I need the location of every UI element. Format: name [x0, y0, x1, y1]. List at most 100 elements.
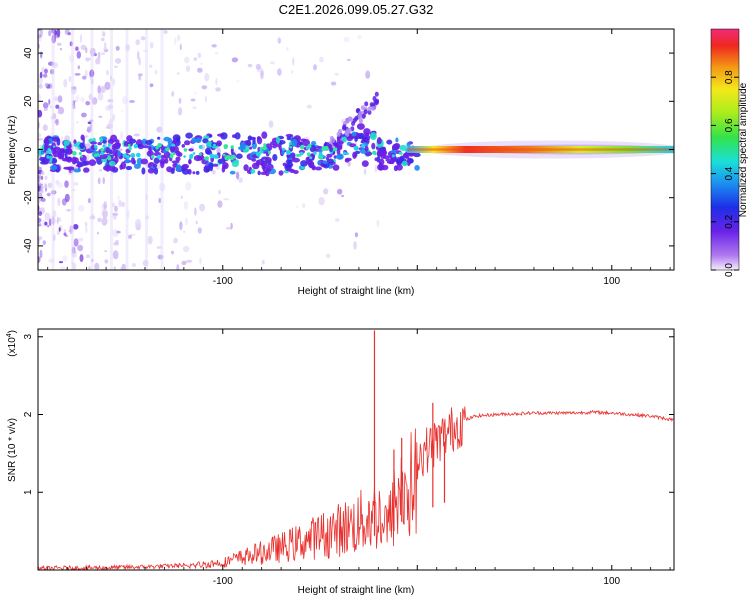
spectrogram-ridge-blob — [386, 139, 393, 145]
spectrogram-panel: -100 100 -40 -20 0 20 40 Height of straight li… — [7, 28, 675, 297]
spectrogram-noise-blob — [199, 203, 206, 212]
spectrogram-ridge-blob — [175, 164, 179, 172]
spectrogram-noise-blob — [41, 183, 44, 193]
spectrogram-noise-blob — [107, 104, 114, 109]
spectrogram-ridge-blob — [56, 137, 61, 146]
spectrogram-ridge-highlight — [46, 155, 50, 159]
spectrogram-ridge-highlight — [100, 147, 105, 152]
spectrogram-noise-blob — [337, 188, 343, 195]
spectrogram-ridge-blob — [142, 145, 150, 149]
spectrogram-noise-blob — [85, 254, 91, 259]
spectrogram-ridge-blob — [361, 160, 369, 168]
spectrogram-noise-blob — [40, 197, 46, 202]
spectrogram-noise-blob — [121, 263, 126, 270]
spectrogram-noise-blob — [104, 81, 111, 91]
spectrogram-noise-blob — [58, 227, 61, 232]
spectrogram-ridge-highlight — [212, 143, 216, 147]
spectrogram-noise-blob — [100, 52, 106, 55]
spectrogram-noise-blob — [59, 48, 62, 51]
chart-title: C2E1.2026.099.05.27.G32 — [279, 2, 434, 17]
snr-frame — [37, 328, 675, 571]
spectrogram-noise-blob — [157, 254, 164, 260]
spectrogram-ridge-highlight — [296, 153, 300, 158]
spectrogram-ytick-label: -20 — [23, 190, 34, 205]
spectrogram-ridge-highlight — [157, 154, 162, 159]
spectrogram-noise-blob — [138, 74, 142, 81]
spectrogram-noise-blob — [56, 216, 59, 225]
spectrogram-ridge-core — [407, 148, 674, 151]
spectrogram-ridge-blob — [90, 144, 96, 150]
spectrogram-ridge-blob — [400, 155, 405, 160]
spectrogram-noise-blob — [179, 43, 182, 51]
spectrogram-ridge-blob — [230, 147, 234, 155]
spectrogram-ridge-blob — [169, 145, 176, 152]
spectrogram-noise-blob — [145, 215, 150, 220]
spectrogram-ridge-highlight — [324, 146, 329, 151]
spectrogram-noise-blob — [62, 255, 68, 262]
spectrogram-ridge-blob — [195, 137, 202, 144]
spectrogram-noise-blob — [186, 259, 193, 263]
spectrogram-noise-blob — [174, 37, 177, 46]
spectrogram-ridge-blob — [163, 136, 171, 142]
spectrogram-noise-blob — [112, 229, 119, 238]
spectrogram-noise-blob — [44, 82, 49, 88]
spectrogram-noise-blob — [97, 85, 101, 94]
spectrogram-noise-blob — [97, 51, 101, 60]
spectrogram-ridge-blob — [80, 134, 85, 141]
spectrogram-noise-blob — [82, 75, 87, 80]
spectrogram-ridge-blob — [126, 135, 133, 142]
spectrogram-ridge-highlight — [229, 156, 235, 161]
spectrogram-ridge-blob — [148, 146, 152, 154]
spectrogram-ridge-blob — [260, 160, 268, 168]
spectrogram-branch-blob — [344, 130, 349, 136]
spectrogram-ridge-blob — [196, 155, 205, 160]
spectrogram-noise-blob — [295, 205, 299, 209]
spectrogram-noise-blob — [193, 57, 197, 61]
spectrogram-noise-blob — [145, 194, 148, 201]
colorbar-ticks: 0.0 0.2 0.4 0.6 0.8 — [711, 70, 739, 277]
spectrogram-ridge-blob — [202, 138, 209, 144]
spectrogram-ridge-highlight — [76, 144, 80, 148]
spectrogram-noise-blob — [89, 47, 96, 57]
spectrogram-noise-blob — [38, 83, 43, 89]
spectrogram-ridge-highlight — [222, 153, 226, 157]
spectrogram-ridge-blob — [256, 136, 263, 145]
spectrogram-noise-blob — [76, 51, 82, 59]
spectrogram-noise-blob — [260, 70, 264, 80]
spectrogram-ridge-blob — [97, 142, 102, 146]
spectrogram-branch-blob — [360, 105, 365, 111]
spectrogram-branch-blob — [371, 105, 376, 111]
spectrogram-ridge-blob — [153, 167, 159, 175]
spectrogram-noise-blob — [63, 78, 68, 88]
spectrogram-ridge-highlight — [73, 143, 77, 147]
spectrogram-ridge-blob — [180, 165, 189, 169]
snr-xtick-label: -100 — [213, 576, 233, 587]
spectrogram-ridge-blob — [344, 158, 350, 163]
spectrogram-ridge-blob — [300, 160, 308, 167]
spectrogram-noise-blob — [102, 31, 106, 37]
spectrogram-noise-blob — [116, 230, 121, 234]
spectrogram-branch-blob — [342, 124, 347, 130]
spectrogram-noise-blob — [57, 95, 63, 103]
spectrogram-ridge-blob — [364, 132, 370, 137]
spectrogram-ridge-blob — [326, 153, 333, 158]
spectrogram-ridge-blob — [188, 148, 194, 152]
spectrogram-noise-blob — [42, 102, 49, 109]
spectrogram-ridge-blob — [231, 160, 239, 168]
spectrogram-ridge-blob — [365, 138, 370, 145]
spectrogram-ridge-blob — [181, 144, 186, 148]
spectrogram-noise-blob — [52, 219, 58, 223]
spectrogram-ridge-blob — [61, 157, 69, 162]
spectrogram-ridge-blob — [378, 161, 382, 170]
spectrogram-noise-blob — [67, 32, 72, 36]
spectrogram-noise-blob — [185, 65, 191, 72]
spectrogram-ridge-blob — [278, 170, 284, 176]
spectrogram-ridge-blob — [50, 165, 58, 171]
spectrogram-noise-blob — [236, 80, 240, 83]
spectrogram-ridge-blob — [264, 169, 270, 177]
spectrogram-ridge-blob — [229, 170, 236, 175]
spectrogram-noise-blob — [55, 104, 60, 109]
spectrogram-ridge-blob — [392, 143, 400, 151]
spectrogram-noise-blob — [354, 232, 359, 238]
